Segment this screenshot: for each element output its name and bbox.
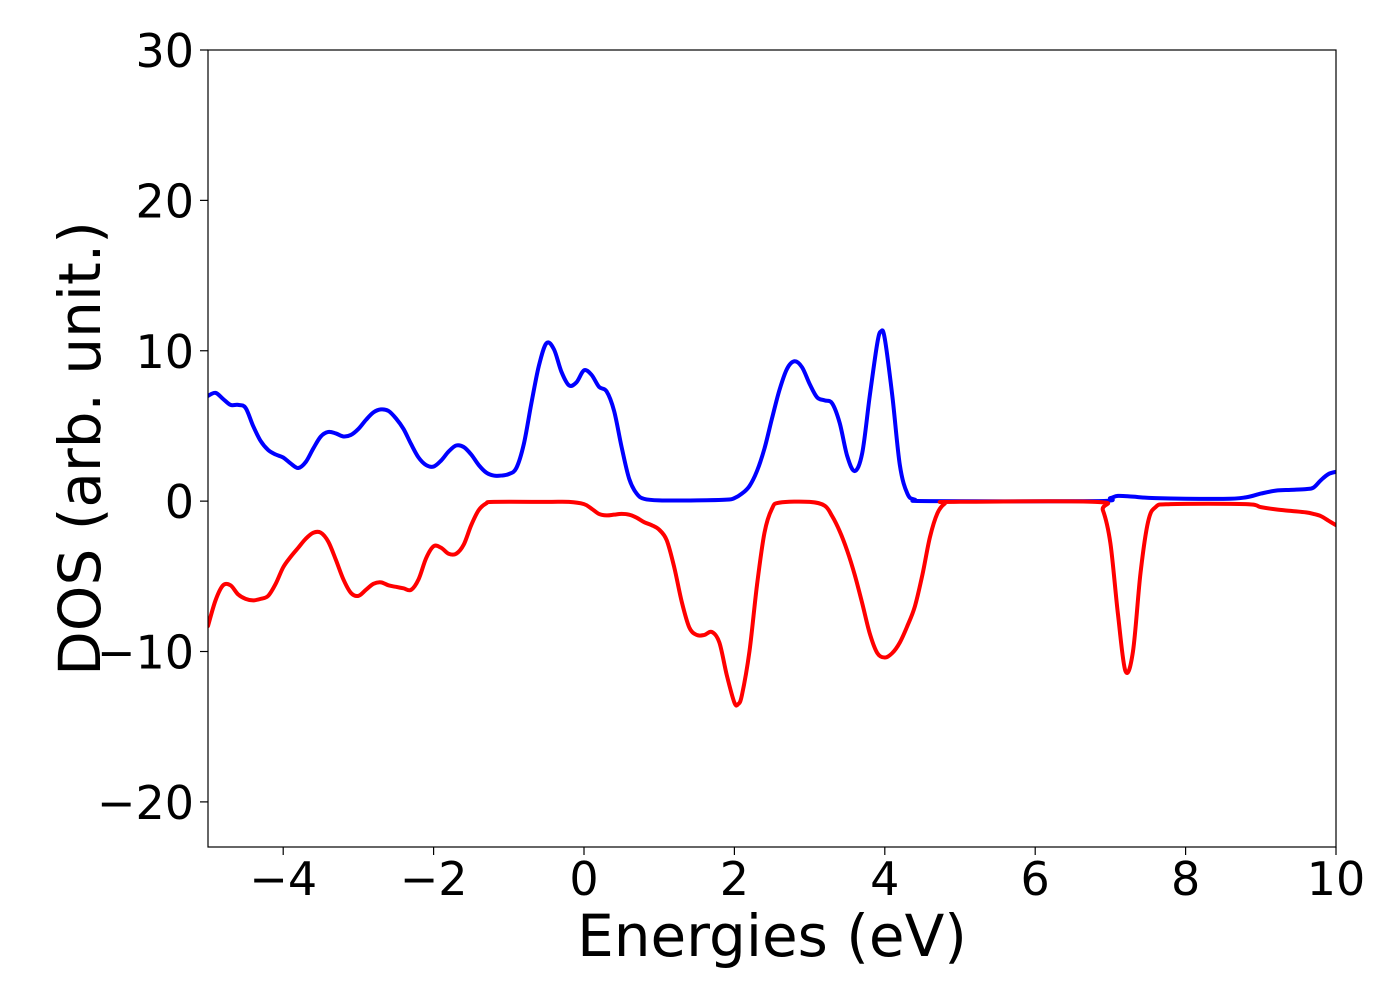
- x-tick-label: 4: [870, 852, 899, 906]
- y-tick-label: 20: [135, 174, 194, 228]
- y-tick-label: 0: [165, 475, 194, 529]
- x-tick-label: 8: [1171, 852, 1200, 906]
- plot-frame: [207, 49, 1337, 848]
- dos-line-positive: [208, 328, 1336, 504]
- x-tick-label: 6: [1021, 852, 1050, 906]
- x-tick-label: 0: [569, 852, 598, 906]
- x-tick-label: −2: [400, 852, 468, 906]
- x-tick-label: 2: [720, 852, 749, 906]
- x-tick-label: 10: [1307, 852, 1366, 906]
- x-tick-label: −4: [249, 852, 317, 906]
- y-tick-label: −10: [97, 626, 194, 680]
- y-axis-ticks: −20 −10 0 10 20 30: [97, 24, 208, 830]
- y-axis-label: DOS (arb. unit.): [46, 221, 114, 676]
- dos-line-negative: [208, 499, 1336, 708]
- y-tick-label: −20: [97, 776, 194, 830]
- series-layer: [208, 328, 1336, 708]
- y-tick-label: 30: [135, 24, 194, 78]
- x-axis-ticks: −4 −2 0 2 4 6 8 10: [249, 847, 1365, 906]
- y-tick-label: 10: [135, 325, 194, 379]
- x-axis-label: Energies (eV): [577, 902, 967, 970]
